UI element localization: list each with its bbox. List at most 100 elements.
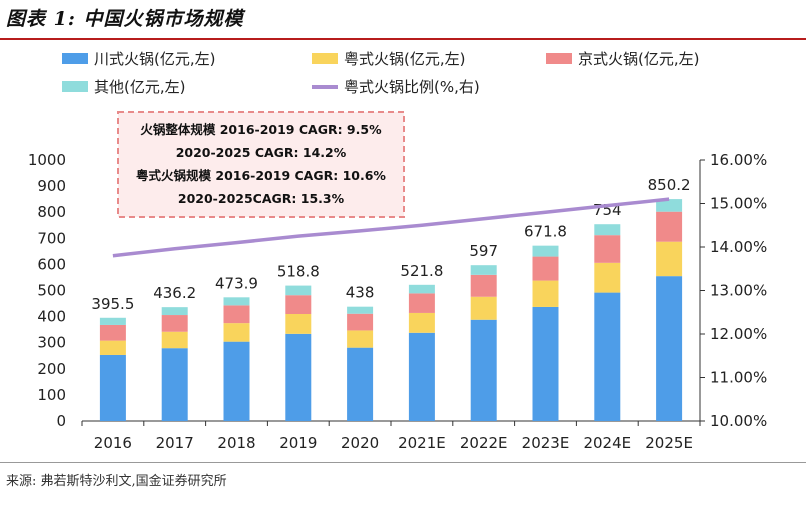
right-tick-label: 15.00% — [710, 195, 767, 213]
title-bar: 图表 1: 中国火锅市场规模 — [0, 0, 806, 40]
x-tick-label: 2024E — [583, 434, 631, 452]
right-tick-label: 10.00% — [710, 412, 767, 430]
bar-other — [161, 307, 188, 316]
bar-beijing — [532, 256, 559, 281]
cagr-line: 粤式火锅规模 2016-2019 CAGR: 10.6% — [136, 168, 386, 183]
left-tick-label: 100 — [37, 386, 66, 404]
left-tick-label: 600 — [37, 255, 66, 273]
figure-title: 图表 1: 中国火锅市场规模 — [6, 8, 244, 30]
bar-sichuan — [99, 354, 126, 421]
left-tick-label: 500 — [37, 282, 66, 300]
cagr-line: 2020-2025CAGR: 15.3% — [178, 191, 345, 206]
legend-label-cantonese: 粤式火锅(亿元,左) — [344, 50, 465, 68]
bottom-rule — [0, 462, 806, 463]
bar-beijing — [347, 313, 374, 331]
total-label: 850.2 — [648, 176, 691, 194]
cagr-annotation: 火锅整体规模 2016-2019 CAGR: 9.5% 2020-2025 CAG… — [117, 111, 405, 218]
legend-label-beijing: 京式火锅(亿元,左) — [578, 50, 699, 68]
bar-sichuan — [161, 348, 188, 421]
legend-swatch-sichuan — [62, 53, 88, 64]
cagr-box — [117, 111, 405, 218]
bar-cantonese — [532, 280, 559, 307]
bar-beijing — [470, 274, 497, 297]
x-tick-label: 2019 — [279, 434, 317, 452]
total-label: 671.8 — [524, 223, 567, 241]
source-note: 来源: 弗若斯特沙利文,国金证券研究所 — [6, 474, 227, 489]
total-label: 438 — [346, 284, 375, 302]
left-tick-label: 300 — [37, 334, 66, 352]
bar-beijing — [285, 295, 312, 314]
total-label: 597 — [469, 242, 498, 260]
bar-cantonese — [285, 313, 312, 334]
left-tick-label: 1000 — [28, 151, 66, 169]
bar-sichuan — [285, 333, 312, 421]
x-tick-label: 2016 — [94, 434, 132, 452]
legend-label-sichuan: 川式火锅(亿元,左) — [94, 50, 215, 68]
bar-sichuan — [656, 276, 683, 421]
left-tick-label: 700 — [37, 229, 66, 247]
hotpot-market-chart: 川式火锅(亿元,左) 粤式火锅(亿元,左) 京式火锅(亿元,左) 其他(亿元,左) 粤式… — [28, 50, 767, 452]
bar-other — [99, 317, 126, 325]
bar-cantonese — [161, 331, 188, 349]
bar-other — [223, 297, 250, 306]
cagr-line: 2020-2025 CAGR: 14.2% — [176, 145, 347, 160]
bar-other — [285, 285, 312, 296]
x-tick-label: 2023E — [522, 434, 570, 452]
legend-label-other: 其他(亿元,左) — [94, 78, 185, 96]
bar-other — [347, 306, 374, 314]
bar-other — [470, 265, 497, 275]
x-tick-label: 2017 — [156, 434, 194, 452]
x-tick-label: 2022E — [460, 434, 508, 452]
bar-cantonese — [470, 296, 497, 320]
bar-cantonese — [594, 262, 621, 293]
bar-cantonese — [223, 323, 250, 342]
right-tick-label: 13.00% — [710, 282, 767, 300]
right-tick-label: 14.00% — [710, 238, 767, 256]
legend-swatch-cantonese — [312, 53, 338, 64]
legend: 川式火锅(亿元,左) 粤式火锅(亿元,左) 京式火锅(亿元,左) 其他(亿元,左) 粤式… — [62, 50, 699, 96]
bar-other — [594, 224, 621, 236]
left-tick-label: 200 — [37, 360, 66, 378]
bar-cantonese — [408, 312, 435, 333]
right-tick-label: 11.00% — [710, 369, 767, 387]
bar-beijing — [161, 315, 188, 332]
total-labels: 395.5436.2473.9518.8438521.8597671.87548… — [91, 176, 690, 313]
bar-sichuan — [532, 306, 559, 421]
x-tick-label: 2025E — [645, 434, 693, 452]
legend-swatch-beijing — [546, 53, 572, 64]
bar-beijing — [594, 235, 621, 263]
bar-beijing — [656, 211, 683, 242]
legend-label-ratio: 粤式火锅比例(%,右) — [344, 78, 480, 96]
bar-sichuan — [408, 332, 435, 421]
bar-cantonese — [99, 340, 126, 355]
right-tick-label: 16.00% — [710, 151, 767, 169]
left-tick-label: 0 — [56, 412, 66, 430]
x-tick-label: 2021E — [398, 434, 446, 452]
bar-cantonese — [656, 241, 683, 277]
cagr-line: 火锅整体规模 2016-2019 CAGR: 9.5% — [140, 122, 382, 137]
bar-cantonese — [347, 330, 374, 348]
title-rule — [0, 38, 806, 40]
left-tick-label: 900 — [37, 177, 66, 195]
bar-sichuan — [594, 292, 621, 421]
bar-sichuan — [470, 319, 497, 421]
bar-other — [532, 245, 559, 257]
left-tick-label: 800 — [37, 203, 66, 221]
x-tick-label: 2018 — [217, 434, 255, 452]
legend-swatch-other — [62, 81, 88, 92]
bar-beijing — [408, 293, 435, 313]
ratio-line-path — [112, 197, 670, 258]
total-label: 436.2 — [153, 284, 196, 302]
left-tick-label: 400 — [37, 308, 66, 326]
right-tick-label: 12.00% — [710, 325, 767, 343]
total-label: 521.8 — [400, 262, 443, 280]
ratio-line — [112, 197, 670, 258]
bar-sichuan — [347, 347, 374, 421]
bar-other — [408, 284, 435, 294]
total-label: 473.9 — [215, 274, 258, 292]
bars — [99, 199, 683, 421]
bar-other — [656, 199, 683, 212]
total-label: 395.5 — [91, 295, 134, 313]
x-tick-label: 2020 — [341, 434, 379, 452]
bar-sichuan — [223, 341, 250, 421]
